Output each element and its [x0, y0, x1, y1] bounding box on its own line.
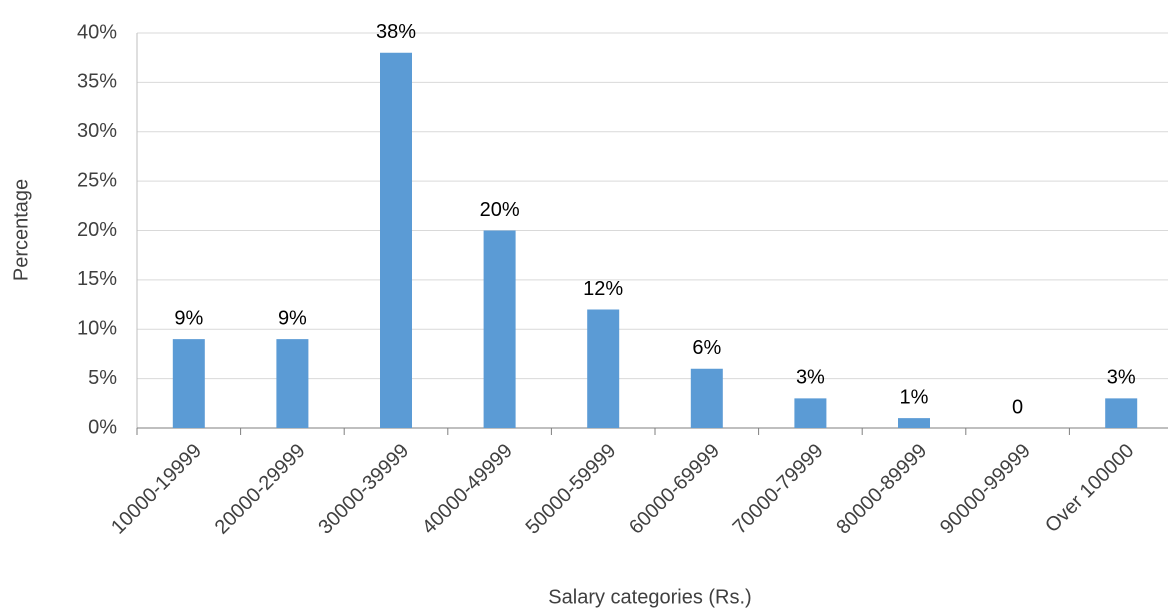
value-label: 12%	[583, 278, 623, 300]
value-label: 9%	[278, 307, 307, 329]
value-label: 6%	[692, 337, 721, 359]
bar	[380, 52, 412, 428]
x-tick-label: 10000-19999	[107, 440, 206, 539]
x-tick-label: 70000-79999	[729, 440, 828, 539]
value-label: 38%	[376, 21, 416, 43]
bar	[1105, 398, 1138, 428]
x-tick-label: 40000-49999	[418, 440, 517, 539]
y-tick-label: 0%	[88, 416, 117, 438]
y-tick-label: 35%	[77, 71, 117, 93]
x-tick-label: 20000-29999	[211, 440, 310, 539]
y-axis-title: Percentage	[10, 179, 32, 281]
bar	[898, 418, 930, 428]
bar	[483, 230, 516, 428]
value-label: 20%	[480, 199, 520, 221]
value-label: 9%	[174, 307, 203, 329]
x-tick-label: 80000-89999	[832, 440, 931, 539]
x-tick-label: 30000-39999	[314, 440, 413, 539]
bar	[690, 368, 723, 428]
bar	[587, 309, 620, 428]
y-tick-label: 30%	[77, 120, 117, 142]
bar	[172, 339, 205, 428]
x-tick-label: 50000-59999	[522, 440, 621, 539]
bar	[794, 398, 827, 428]
x-axis-title: Salary categories (Rs.)	[548, 586, 751, 608]
y-tick-label: 5%	[88, 367, 117, 389]
value-label: 3%	[796, 367, 825, 389]
x-tick-label: Over 100000	[1041, 440, 1138, 537]
y-tick-label: 20%	[77, 219, 117, 241]
x-tick-label: 60000-69999	[625, 440, 724, 539]
bar	[276, 339, 309, 428]
y-tick-label: 10%	[77, 318, 117, 340]
value-label: 1%	[900, 386, 929, 408]
value-label: 3%	[1107, 367, 1136, 389]
x-tick-label: 90000-99999	[936, 440, 1035, 539]
value-label: 0	[1012, 396, 1023, 418]
y-tick-label: 40%	[77, 21, 117, 43]
y-tick-label: 25%	[77, 169, 117, 191]
y-tick-label: 15%	[77, 268, 117, 290]
